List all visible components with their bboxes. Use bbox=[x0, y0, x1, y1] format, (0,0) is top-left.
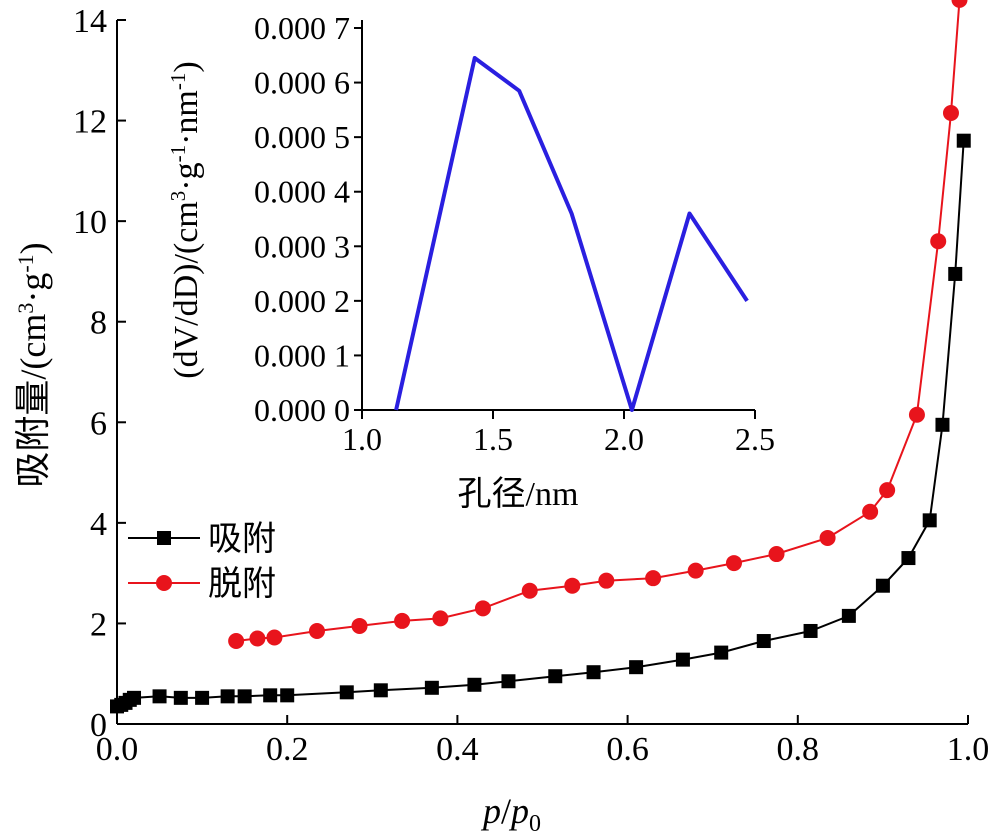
inset-x-tick-label: 1.5 bbox=[473, 421, 513, 457]
inset-x-label: 孔径/nm bbox=[458, 475, 579, 513]
main-x-tick-label: 1.0 bbox=[947, 731, 990, 768]
main-plot: 0.0 0.2 0.4 0.6 0.8 1.0 0 2 4 6 8 10 12 14 p/p0 吸附量/(… bbox=[13, 0, 989, 833]
inset-y-tick-label: 0.000 2 bbox=[254, 283, 350, 319]
inset-y-tick-label: 0.000 3 bbox=[254, 228, 350, 264]
data-point-desorption bbox=[474, 600, 491, 617]
main-x-tick-label: 0.8 bbox=[777, 731, 820, 768]
legend: 吸附 脱附 bbox=[128, 521, 276, 603]
data-point-desorption bbox=[942, 105, 959, 122]
main-y-tick-label: 12 bbox=[73, 104, 107, 141]
data-point-adsorption bbox=[956, 133, 971, 148]
data-point-adsorption bbox=[756, 634, 771, 649]
data-point-desorption bbox=[266, 629, 283, 646]
main-y-tick-label: 0 bbox=[90, 707, 107, 744]
data-point-adsorption bbox=[901, 551, 916, 566]
main-y-tick-label: 4 bbox=[90, 506, 107, 543]
data-point-adsorption bbox=[675, 652, 690, 667]
main-x-tick-label: 0.0 bbox=[96, 731, 139, 768]
data-point-adsorption bbox=[922, 513, 937, 528]
data-point-adsorption bbox=[373, 683, 388, 698]
inset-y-tick-label: 0.000 4 bbox=[254, 174, 350, 210]
data-point-desorption bbox=[930, 233, 947, 250]
inset-plot: 1.0 1.5 2.0 2.5 0.000 0 0.000 1 0.000 2 0.000 3… bbox=[166, 10, 775, 513]
data-point-desorption bbox=[598, 572, 615, 589]
inset-y-tick-label: 0.000 0 bbox=[254, 392, 350, 428]
legend-label-adsorption: 吸附 bbox=[208, 521, 276, 558]
data-point-adsorption bbox=[948, 266, 963, 281]
legend-label-desorption: 脱附 bbox=[208, 565, 276, 603]
main-y-tick-label: 8 bbox=[90, 305, 107, 342]
data-point-adsorption bbox=[629, 660, 644, 675]
main-y-label: 吸附量/(cm3·g-1) bbox=[13, 242, 53, 487]
data-point-adsorption bbox=[152, 689, 167, 704]
data-point-desorption bbox=[432, 610, 449, 627]
data-point-desorption bbox=[687, 562, 704, 579]
inset-x-tick-label: 1.0 bbox=[342, 421, 382, 457]
data-point-adsorption bbox=[424, 680, 439, 695]
data-point-adsorption bbox=[280, 688, 295, 703]
data-point-adsorption bbox=[237, 689, 252, 704]
inset-y-tick-label: 0.000 5 bbox=[254, 119, 350, 155]
data-point-adsorption bbox=[220, 689, 235, 704]
main-y-tick-label: 6 bbox=[90, 405, 107, 442]
main-y-tick-label: 14 bbox=[73, 3, 107, 40]
series-line-0 bbox=[116, 140, 965, 708]
legend-marker-adsorption bbox=[157, 531, 171, 545]
data-point-desorption bbox=[521, 582, 538, 599]
inset-series-line bbox=[394, 56, 749, 412]
data-point-adsorption bbox=[127, 690, 142, 705]
main-x-tick-label: 0.6 bbox=[606, 731, 649, 768]
data-point-adsorption bbox=[173, 690, 188, 705]
data-point-desorption bbox=[768, 546, 785, 563]
main-x-label: p/p0 bbox=[480, 791, 541, 833]
legend-entry-desorption: 脱附 bbox=[128, 565, 276, 603]
data-point-desorption bbox=[564, 577, 581, 594]
legend-entry-adsorption: 吸附 bbox=[128, 521, 276, 558]
data-point-desorption bbox=[308, 622, 325, 639]
data-point-adsorption bbox=[586, 665, 601, 680]
data-point-adsorption bbox=[339, 685, 354, 700]
data-point-desorption bbox=[645, 570, 662, 587]
data-point-adsorption bbox=[548, 669, 563, 684]
data-point-adsorption bbox=[935, 417, 950, 432]
main-y-tick-label: 2 bbox=[90, 606, 107, 643]
data-point-adsorption bbox=[195, 690, 210, 705]
inset-y-tick-label: 0.000 1 bbox=[254, 337, 350, 373]
data-point-desorption bbox=[908, 406, 925, 423]
legend-marker-desorption bbox=[156, 575, 172, 591]
data-point-desorption bbox=[862, 503, 879, 520]
inset-y-label: (dV/dD)/(cm3·g-1·nm-1) bbox=[166, 61, 205, 378]
data-point-desorption bbox=[228, 633, 245, 650]
main-x-tick-label: 0.4 bbox=[436, 731, 479, 768]
data-point-desorption bbox=[249, 630, 266, 647]
data-point-desorption bbox=[951, 0, 968, 8]
data-point-desorption bbox=[879, 482, 896, 499]
data-point-desorption bbox=[819, 529, 836, 546]
data-point-adsorption bbox=[875, 578, 890, 593]
main-y-tick-label: 10 bbox=[73, 204, 107, 241]
inset-x-tick-label: 2.0 bbox=[604, 421, 644, 457]
inset-x-tick-label: 2.5 bbox=[735, 421, 775, 457]
main-x-tick-label: 0.2 bbox=[266, 731, 309, 768]
data-point-adsorption bbox=[714, 645, 729, 660]
data-point-adsorption bbox=[501, 674, 516, 689]
data-point-adsorption bbox=[263, 688, 278, 703]
inset-y-tick-label: 0.000 6 bbox=[254, 65, 350, 101]
data-point-adsorption bbox=[467, 677, 482, 692]
inset-y-tick-label: 0.000 7 bbox=[254, 10, 350, 46]
data-point-desorption bbox=[394, 612, 411, 629]
data-point-adsorption bbox=[841, 608, 856, 623]
data-point-desorption bbox=[351, 617, 368, 634]
data-point-desorption bbox=[725, 555, 742, 572]
data-point-adsorption bbox=[803, 623, 818, 638]
series-line-1 bbox=[235, 0, 961, 642]
